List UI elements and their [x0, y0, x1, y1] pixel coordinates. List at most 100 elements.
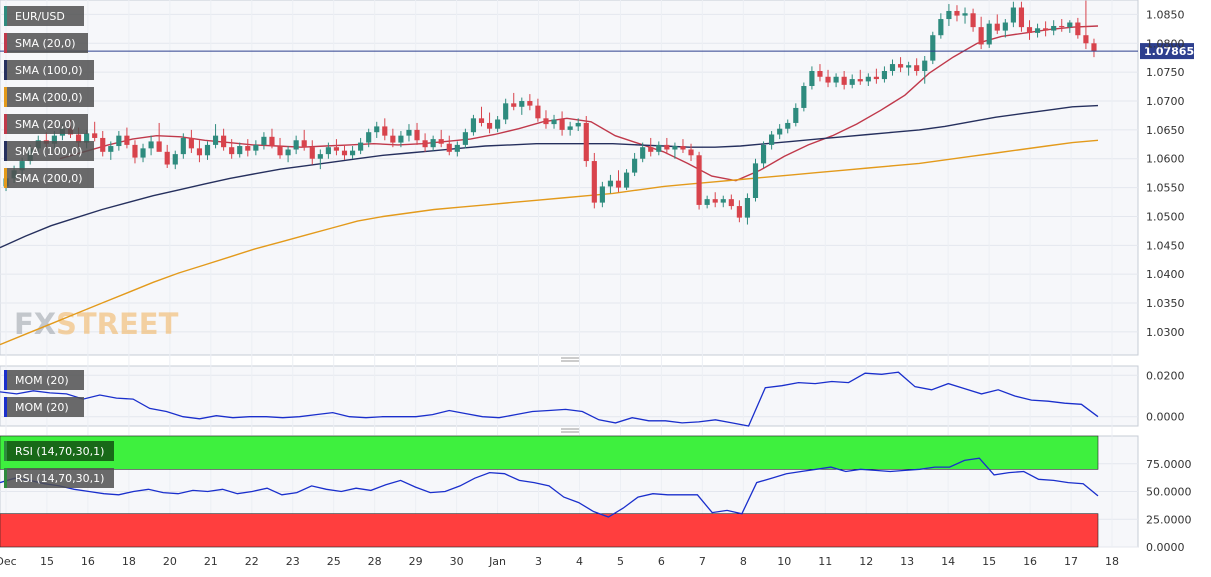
candle-body	[897, 64, 904, 68]
candle-body	[688, 149, 694, 156]
candle-body	[1034, 28, 1041, 33]
candle-body	[986, 23, 992, 45]
legend-rsi[interactable]: RSI (14,70,30,1)	[4, 441, 114, 461]
x-tick-label: 4	[576, 555, 583, 568]
x-tick-label: 11	[818, 555, 832, 568]
candle-body	[140, 148, 146, 158]
candle-body	[204, 144, 211, 156]
legend-sma[interactable]: SMA (200,0)	[4, 87, 94, 107]
candle-body	[1051, 25, 1057, 31]
candle-body	[1043, 28, 1049, 31]
x-tick-label: 7	[699, 555, 706, 568]
candle-body	[857, 79, 863, 82]
candle-body	[648, 147, 654, 152]
candle-body	[116, 135, 122, 147]
candle-body	[672, 146, 678, 150]
candle-body	[712, 199, 718, 203]
candle-body	[704, 199, 710, 205]
legend-color-bar	[4, 370, 7, 390]
candle-body	[430, 139, 436, 148]
candle-body	[1018, 7, 1025, 28]
legend-label: SMA (100,0)	[15, 145, 83, 158]
legend-sma[interactable]: SMA (20,0)	[4, 114, 88, 134]
y-tick-label: 0.0000	[1146, 541, 1185, 554]
rsi-series	[0, 457, 1099, 518]
x-tick-label: 10	[777, 555, 791, 568]
legend-sma[interactable]: SMA (100,0)	[4, 60, 94, 80]
candle-body	[744, 197, 751, 218]
candle-body	[519, 101, 525, 107]
x-tick-label: 28	[368, 555, 382, 568]
x-tick-label: 8	[740, 555, 747, 568]
candle-body	[873, 76, 879, 80]
candle-body	[962, 13, 968, 16]
legend-label: SMA (100,0)	[15, 64, 83, 77]
candle-body	[906, 65, 912, 68]
candle-body	[333, 147, 340, 151]
legend-sma[interactable]: SMA (200,0)	[4, 168, 94, 188]
y-tick-label: 1.0600	[1146, 153, 1185, 166]
candle-body	[777, 128, 783, 135]
x-axis: Dec 15 16 18 20 21 22 23 25 28 29 30 Jan 3 4 5 6 7 8 10 11 12…	[0, 555, 1119, 568]
y-tick-label: 1.0850	[1146, 8, 1185, 21]
x-tick-label: Jan	[488, 555, 506, 568]
candle-body	[535, 105, 541, 119]
legend-tag-bg	[4, 397, 84, 417]
panel-resize-handle[interactable]	[561, 428, 579, 433]
x-tick-label: 20	[163, 555, 177, 568]
legend-momentum[interactable]: MOM (20)	[4, 397, 84, 417]
candle-body	[615, 180, 622, 188]
candle-body	[978, 27, 984, 45]
sma-line	[0, 139, 1099, 346]
candle-body	[752, 163, 759, 198]
x-tick-label: Dec	[0, 555, 17, 568]
rsi-overbought-zone	[0, 435, 1099, 470]
candle-body	[640, 147, 646, 159]
legend-momentum[interactable]: MOM (20)	[4, 370, 84, 390]
candle-body	[366, 132, 372, 143]
candle-body	[75, 134, 82, 143]
candle-body	[84, 133, 90, 143]
y-tick-label: 50.0000	[1146, 486, 1192, 499]
candle-body	[100, 137, 106, 152]
y-tick-label: 1.0800	[1146, 37, 1185, 50]
rsi-oversold-zone	[0, 513, 1099, 548]
candle-body	[1067, 22, 1073, 28]
candle-body	[309, 147, 315, 159]
candle-body	[680, 146, 686, 150]
candle-body	[881, 71, 888, 80]
y-tick-label: 0.0200	[1146, 369, 1185, 382]
legend-sma[interactable]: SMA (20,0)	[4, 33, 88, 53]
candle-body	[269, 136, 275, 147]
x-tick-label: 12	[859, 555, 873, 568]
candle-body	[317, 154, 323, 159]
y-tick-label: 1.0700	[1146, 95, 1185, 108]
candle-body	[1083, 35, 1089, 44]
legend-tag-bg	[4, 6, 84, 26]
x-tick-label: 5	[617, 555, 624, 568]
x-tick-label: 16	[1023, 555, 1037, 568]
candle-body	[438, 139, 444, 144]
candle-body	[511, 103, 517, 107]
candle-body	[454, 144, 460, 152]
candle-body	[503, 103, 509, 120]
legend-sma[interactable]: SMA (100,0)	[4, 141, 94, 161]
legend-symbol[interactable]: EUR/USD	[4, 6, 84, 26]
candle-body	[285, 149, 291, 156]
candle-body	[785, 122, 791, 129]
candle-body	[849, 79, 855, 85]
candle-body	[180, 137, 186, 155]
legend-rsi[interactable]: RSI (14,70,30,1)	[4, 468, 114, 488]
candle-body	[1059, 25, 1065, 28]
y-tick-label: 1.0350	[1146, 297, 1185, 310]
legend-label: RSI (14,70,30,1)	[15, 445, 104, 458]
candle-body	[422, 140, 428, 148]
candle-body	[341, 150, 348, 156]
panel-resize-handle[interactable]	[561, 357, 579, 362]
candle-body	[277, 146, 283, 156]
x-tick-label: 6	[658, 555, 665, 568]
legend[interactable]: EUR/USD SMA (20,0) SMA (100,0) SMA (200,0) S…	[4, 6, 114, 488]
candle-body	[736, 206, 742, 218]
candle-body	[237, 146, 243, 155]
y-tick-label: 0.0000	[1146, 411, 1185, 424]
